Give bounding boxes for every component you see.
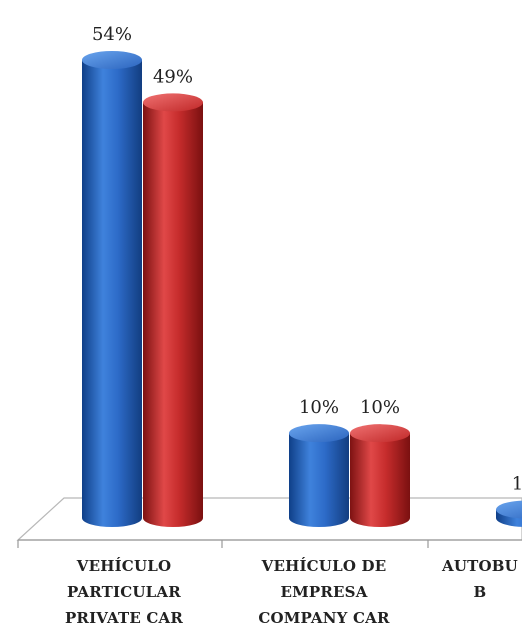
value-label-s1-c1: 10% <box>360 397 400 418</box>
category-label-1-line-1: EMPRESA <box>280 583 367 601</box>
bars-layer <box>82 51 522 527</box>
bar-s0-c0 <box>82 51 142 527</box>
bar-s0-c2 <box>496 500 522 527</box>
category-label-2-line-1: B <box>474 583 487 601</box>
value-label-s1-c0: 49% <box>153 66 193 87</box>
value-label-s0-c0: 54% <box>92 24 132 45</box>
bar-s0-c1 <box>289 424 349 527</box>
category-labels-layer: VEHÍCULO PARTICULAR PRIVATE CAR VEHÍCULO DE… <box>65 557 518 627</box>
category-label-1-line-2: COMPANY CAR <box>258 609 390 627</box>
category-label-0-line-1: PARTICULAR <box>67 583 181 601</box>
category-label-1-line-0: VEHÍCULO DE <box>261 557 387 575</box>
bar-s1-c1 <box>350 424 410 527</box>
value-label-s0-c1: 10% <box>299 397 339 418</box>
bar-s1-c0 <box>143 93 203 527</box>
category-label-0-line-2: PRIVATE CAR <box>65 609 183 627</box>
value-labels-layer: 54% 10% 1% 49% 10% <box>92 24 522 495</box>
value-label-s0-c2: 1% <box>512 474 522 495</box>
category-label-0-line-0: VEHÍCULO <box>76 557 172 575</box>
category-label-2-line-0: AUTOBU <box>441 557 518 575</box>
